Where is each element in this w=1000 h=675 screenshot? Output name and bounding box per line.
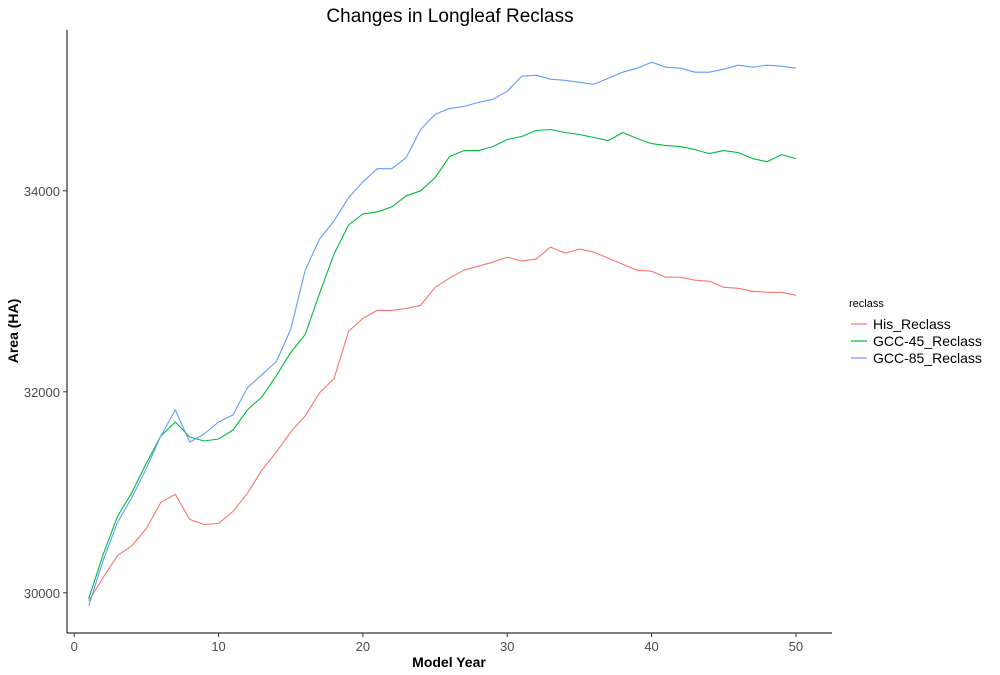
legend: reclass His_ReclassGCC-45_ReclassGCC-85_…: [849, 298, 982, 366]
y-tick-label: 30000: [24, 586, 60, 601]
x-tick-label: 10: [211, 639, 225, 654]
y-tick-label: 34000: [24, 184, 60, 199]
x-tick-label: 50: [789, 639, 803, 654]
x-tick-label: 20: [356, 639, 370, 654]
x-tick-label: 40: [644, 639, 658, 654]
x-tick-label: 0: [71, 639, 78, 654]
series-line-gcc-85-reclass: [88, 61, 796, 607]
plot-area: 0 10 20 30 40 50 30000 32000 34000: [24, 30, 832, 654]
x-axis-title: Model Year: [412, 654, 486, 670]
y-tick-label: 32000: [24, 385, 60, 400]
series-line-his-reclass: [88, 246, 797, 602]
legend-label: His_Reclass: [873, 316, 951, 332]
legend-label: GCC-85_Reclass: [873, 350, 982, 366]
axis-ticks: 0 10 20 30 40 50 30000 32000 34000: [24, 184, 803, 654]
legend-label: GCC-45_Reclass: [873, 333, 982, 349]
series-lines: [88, 61, 797, 607]
y-axis-title: Area (HA): [5, 299, 21, 364]
series-line-gcc-45-reclass: [88, 128, 797, 599]
legend-title: reclass: [849, 298, 884, 310]
chart-title: Changes in Longleaf Reclass: [326, 6, 573, 27]
x-tick-label: 30: [500, 639, 514, 654]
